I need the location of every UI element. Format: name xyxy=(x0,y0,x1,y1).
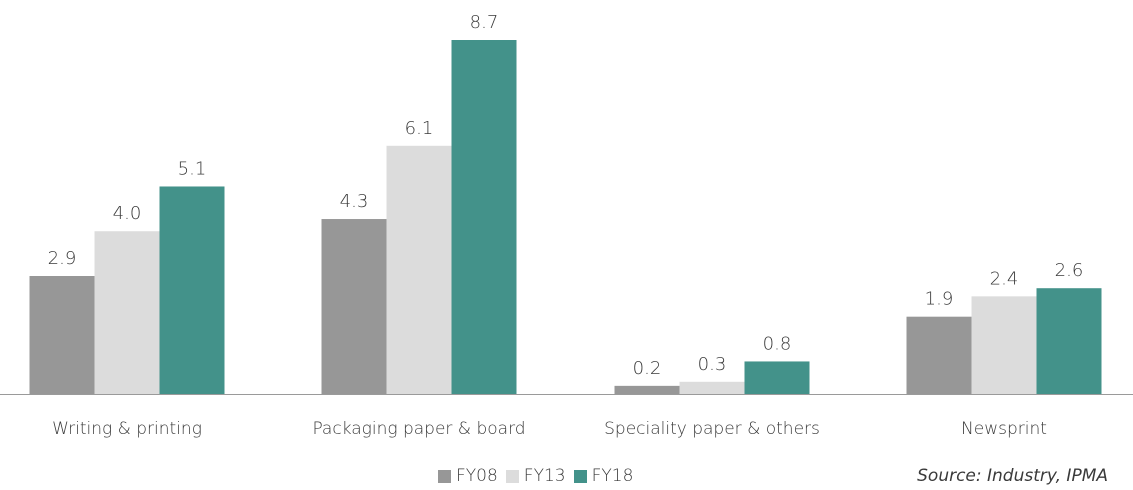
source-note: Source: Industry, IPMA xyxy=(917,466,1108,486)
value-labels-layer: 2.9 4.0 5.1 4.3 6.1 8.7 0.2 0.3 0.8 1.9 2.4 2.6 xyxy=(48,12,1084,379)
legend-swatch-fy13 xyxy=(505,469,519,483)
bar-fy08-packaging-paper-board xyxy=(321,219,387,394)
bar-fy13-packaging-paper-board xyxy=(386,145,452,394)
bar-fy18-packaging-paper-board xyxy=(451,40,517,394)
bar-fy08-writing-printing xyxy=(29,276,95,394)
bar-fy13-newsprint xyxy=(971,296,1037,394)
data-label-fy18-writing-printing: 5.1 xyxy=(178,158,207,179)
category-labels-layer: Writing & printing Packaging paper & boar… xyxy=(52,419,1047,439)
legend-swatch-fy08 xyxy=(438,469,451,483)
legend-label-fy13: FY13 xyxy=(523,466,566,486)
legend-label-fy18: FY18 xyxy=(591,466,634,486)
bar-fy13-speciality-paper-others xyxy=(679,381,745,394)
legend: FY08 FY13 FY18 xyxy=(438,466,641,486)
bar-fy18-writing-printing xyxy=(159,186,225,394)
bar-fy18-newsprint xyxy=(1036,288,1102,394)
bars-layer xyxy=(29,40,1102,394)
data-label-fy08-newsprint: 1.9 xyxy=(925,289,954,310)
category-label-writing-printing: Writing & printing xyxy=(52,419,202,439)
data-label-fy18-newsprint: 2.6 xyxy=(1055,260,1084,281)
legend-item-fy13: FY13 xyxy=(505,466,566,486)
data-label-fy13-speciality-paper-others: 0.3 xyxy=(698,354,727,375)
legend-item-fy18: FY18 xyxy=(573,466,634,486)
data-label-fy08-writing-printing: 2.9 xyxy=(48,248,77,269)
category-label-speciality-paper-others: Speciality paper & others xyxy=(604,419,820,439)
legend-item-fy08: FY08 xyxy=(438,466,498,486)
bar-fy18-speciality-paper-others xyxy=(744,361,810,394)
data-label-fy08-packaging-paper-board: 4.3 xyxy=(340,191,369,212)
legend-label-fy08: FY08 xyxy=(456,466,498,486)
bar-fy08-newsprint xyxy=(906,316,972,394)
data-label-fy13-newsprint: 2.4 xyxy=(990,268,1019,289)
data-label-fy13-writing-printing: 4.0 xyxy=(113,203,142,224)
bar-fy08-speciality-paper-others xyxy=(614,385,680,394)
data-label-fy13-packaging-paper-board: 6.1 xyxy=(405,118,434,139)
bar-chart: 2.9 4.0 5.1 4.3 6.1 8.7 0.2 0.3 0.8 1.9 2.4 2.6 Wri… xyxy=(0,12,1133,439)
legend-swatch-fy18 xyxy=(573,469,587,483)
data-label-fy18-speciality-paper-others: 0.8 xyxy=(763,333,792,354)
category-label-packaging-paper-board: Packaging paper & board xyxy=(312,419,525,439)
data-label-fy18-packaging-paper-board: 8.7 xyxy=(470,12,499,33)
data-label-fy08-speciality-paper-others: 0.2 xyxy=(633,358,662,379)
bar-fy13-writing-printing xyxy=(94,231,160,394)
category-label-newsprint: Newsprint xyxy=(961,419,1047,439)
